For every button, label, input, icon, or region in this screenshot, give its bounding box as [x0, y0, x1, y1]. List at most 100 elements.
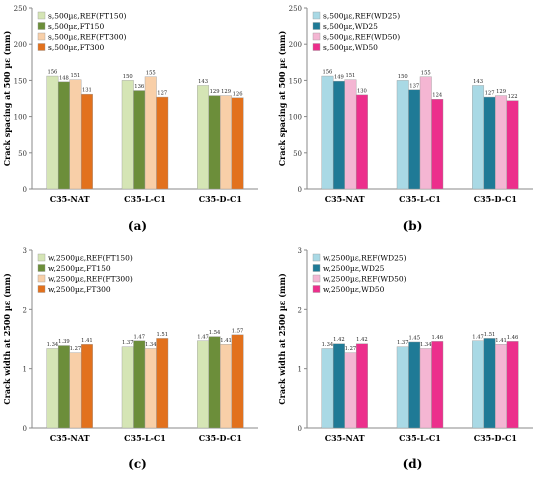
- bar-value-label: 126: [233, 91, 243, 97]
- bar-value-label: 151: [345, 73, 355, 79]
- bar-value-label: 1.54: [209, 330, 221, 336]
- y-tick-label: 100: [289, 114, 302, 122]
- bar-value-label: 1.41: [81, 338, 93, 344]
- bar-value-label: 150: [123, 74, 133, 80]
- bar-chart-b: 0 50 100 150 200 250 Crack spacing at 500 µε (…: [277, 5, 533, 204]
- legend-label: w,2500µε,WD25: [323, 264, 385, 273]
- bar-value-label: 151: [70, 73, 80, 79]
- bar: [144, 76, 157, 190]
- bar-value-label: 1.51: [484, 332, 496, 338]
- bar-value-label: 1.34: [322, 342, 334, 348]
- legend-label: w,2500µε,WD50: [323, 285, 385, 294]
- bar: [419, 76, 432, 190]
- y-tick-label: 3: [23, 247, 27, 255]
- legend-swatch: [312, 11, 321, 20]
- bar: [506, 341, 519, 429]
- bar: [231, 97, 244, 190]
- x-tick-label: C35-L-C1: [399, 433, 441, 443]
- bar: [156, 338, 169, 429]
- bar-value-label: 129: [496, 89, 506, 95]
- x-tick-label: C35-D-C1: [199, 433, 242, 443]
- y-tick-label: 50: [18, 150, 27, 158]
- bar-value-label: 137: [409, 83, 419, 89]
- x-tick-label: C35-NAT: [325, 194, 365, 204]
- bar: [483, 338, 496, 429]
- bar-value-label: 1.51: [156, 332, 168, 338]
- y-axis-label: Crack spacing at 500 µε (mm): [2, 31, 12, 167]
- bar-value-label: 1.47: [133, 334, 145, 340]
- y-tick-label: 2: [23, 306, 27, 314]
- bar: [355, 343, 368, 429]
- bar-value-label: 1.27: [70, 346, 82, 352]
- bar-value-label: 143: [473, 79, 483, 85]
- legend-label: w,2500µε,REF(WD50): [323, 275, 407, 284]
- legend-label: w,2500µε,FT150: [48, 264, 111, 273]
- legend-label: w,2500µε,REF(WD25): [323, 254, 407, 263]
- bar-value-label: 150: [398, 74, 408, 80]
- bar: [220, 95, 233, 190]
- bar-value-label: 1.37: [122, 340, 134, 346]
- panel-label-a: (a): [127, 219, 148, 233]
- legend-swatch: [312, 253, 321, 262]
- x-tick-label: C35-D-C1: [474, 433, 517, 443]
- legend-label: s,500µε,FT150: [48, 22, 104, 31]
- bar-value-label: 127: [157, 91, 167, 97]
- bar: [408, 341, 421, 429]
- bar: [197, 85, 210, 190]
- bar-value-label: 136: [134, 84, 144, 90]
- y-tick-label: 200: [14, 41, 27, 49]
- bar: [121, 346, 134, 429]
- bar: [332, 343, 345, 429]
- bar-value-label: 129: [210, 89, 220, 95]
- x-tick-label: C35-L-C1: [399, 194, 441, 204]
- bar: [344, 352, 357, 429]
- y-axis-label: Crack width at 2500 µε (mm): [2, 273, 12, 405]
- x-tick-label: C35-L-C1: [124, 433, 166, 443]
- bar-value-label: 1.34: [47, 342, 59, 348]
- bar-value-label: 1.46: [431, 335, 443, 341]
- bar-value-label: 156: [322, 70, 332, 76]
- bar: [144, 348, 157, 429]
- bar-value-label: 129: [221, 89, 231, 95]
- bar-value-label: 143: [198, 79, 208, 85]
- bar: [321, 75, 334, 190]
- bar: [472, 85, 485, 190]
- bar: [197, 340, 210, 429]
- bar: [133, 340, 146, 429]
- x-tick-label: C35-L-C1: [124, 194, 166, 204]
- bar: [332, 80, 345, 190]
- bar: [321, 348, 334, 429]
- bar: [355, 94, 368, 190]
- bar: [419, 348, 432, 429]
- bar: [344, 79, 357, 190]
- bar-value-label: 1.46: [507, 335, 519, 341]
- y-tick-label: 250: [14, 5, 27, 13]
- bar: [57, 345, 70, 429]
- bar-value-label: 1.47: [197, 334, 209, 340]
- bar: [46, 75, 59, 190]
- y-tick-label: 0: [23, 425, 27, 433]
- bar-value-label: 1.34: [420, 342, 432, 348]
- legend-swatch: [37, 11, 46, 20]
- legend-swatch: [37, 43, 46, 51]
- bar-value-label: 1.39: [58, 339, 70, 345]
- bar: [231, 334, 244, 429]
- x-tick-label: C35-D-C1: [474, 194, 517, 204]
- legend-swatch: [37, 253, 46, 262]
- y-tick-label: 200: [289, 41, 302, 49]
- legend-label: s,500µε,REF(FT300): [48, 33, 126, 42]
- bar: [133, 90, 146, 190]
- x-tick-label: C35-NAT: [50, 194, 90, 204]
- bar-value-label: 148: [59, 75, 69, 81]
- legend-swatch: [37, 32, 46, 41]
- bar: [431, 341, 444, 429]
- bar: [156, 96, 169, 190]
- legend-swatch: [312, 264, 321, 272]
- legend-swatch: [37, 285, 46, 293]
- bar: [80, 93, 93, 190]
- bar: [57, 81, 70, 190]
- legend-label: s,500µε,WD25: [323, 22, 378, 31]
- bar: [121, 80, 134, 190]
